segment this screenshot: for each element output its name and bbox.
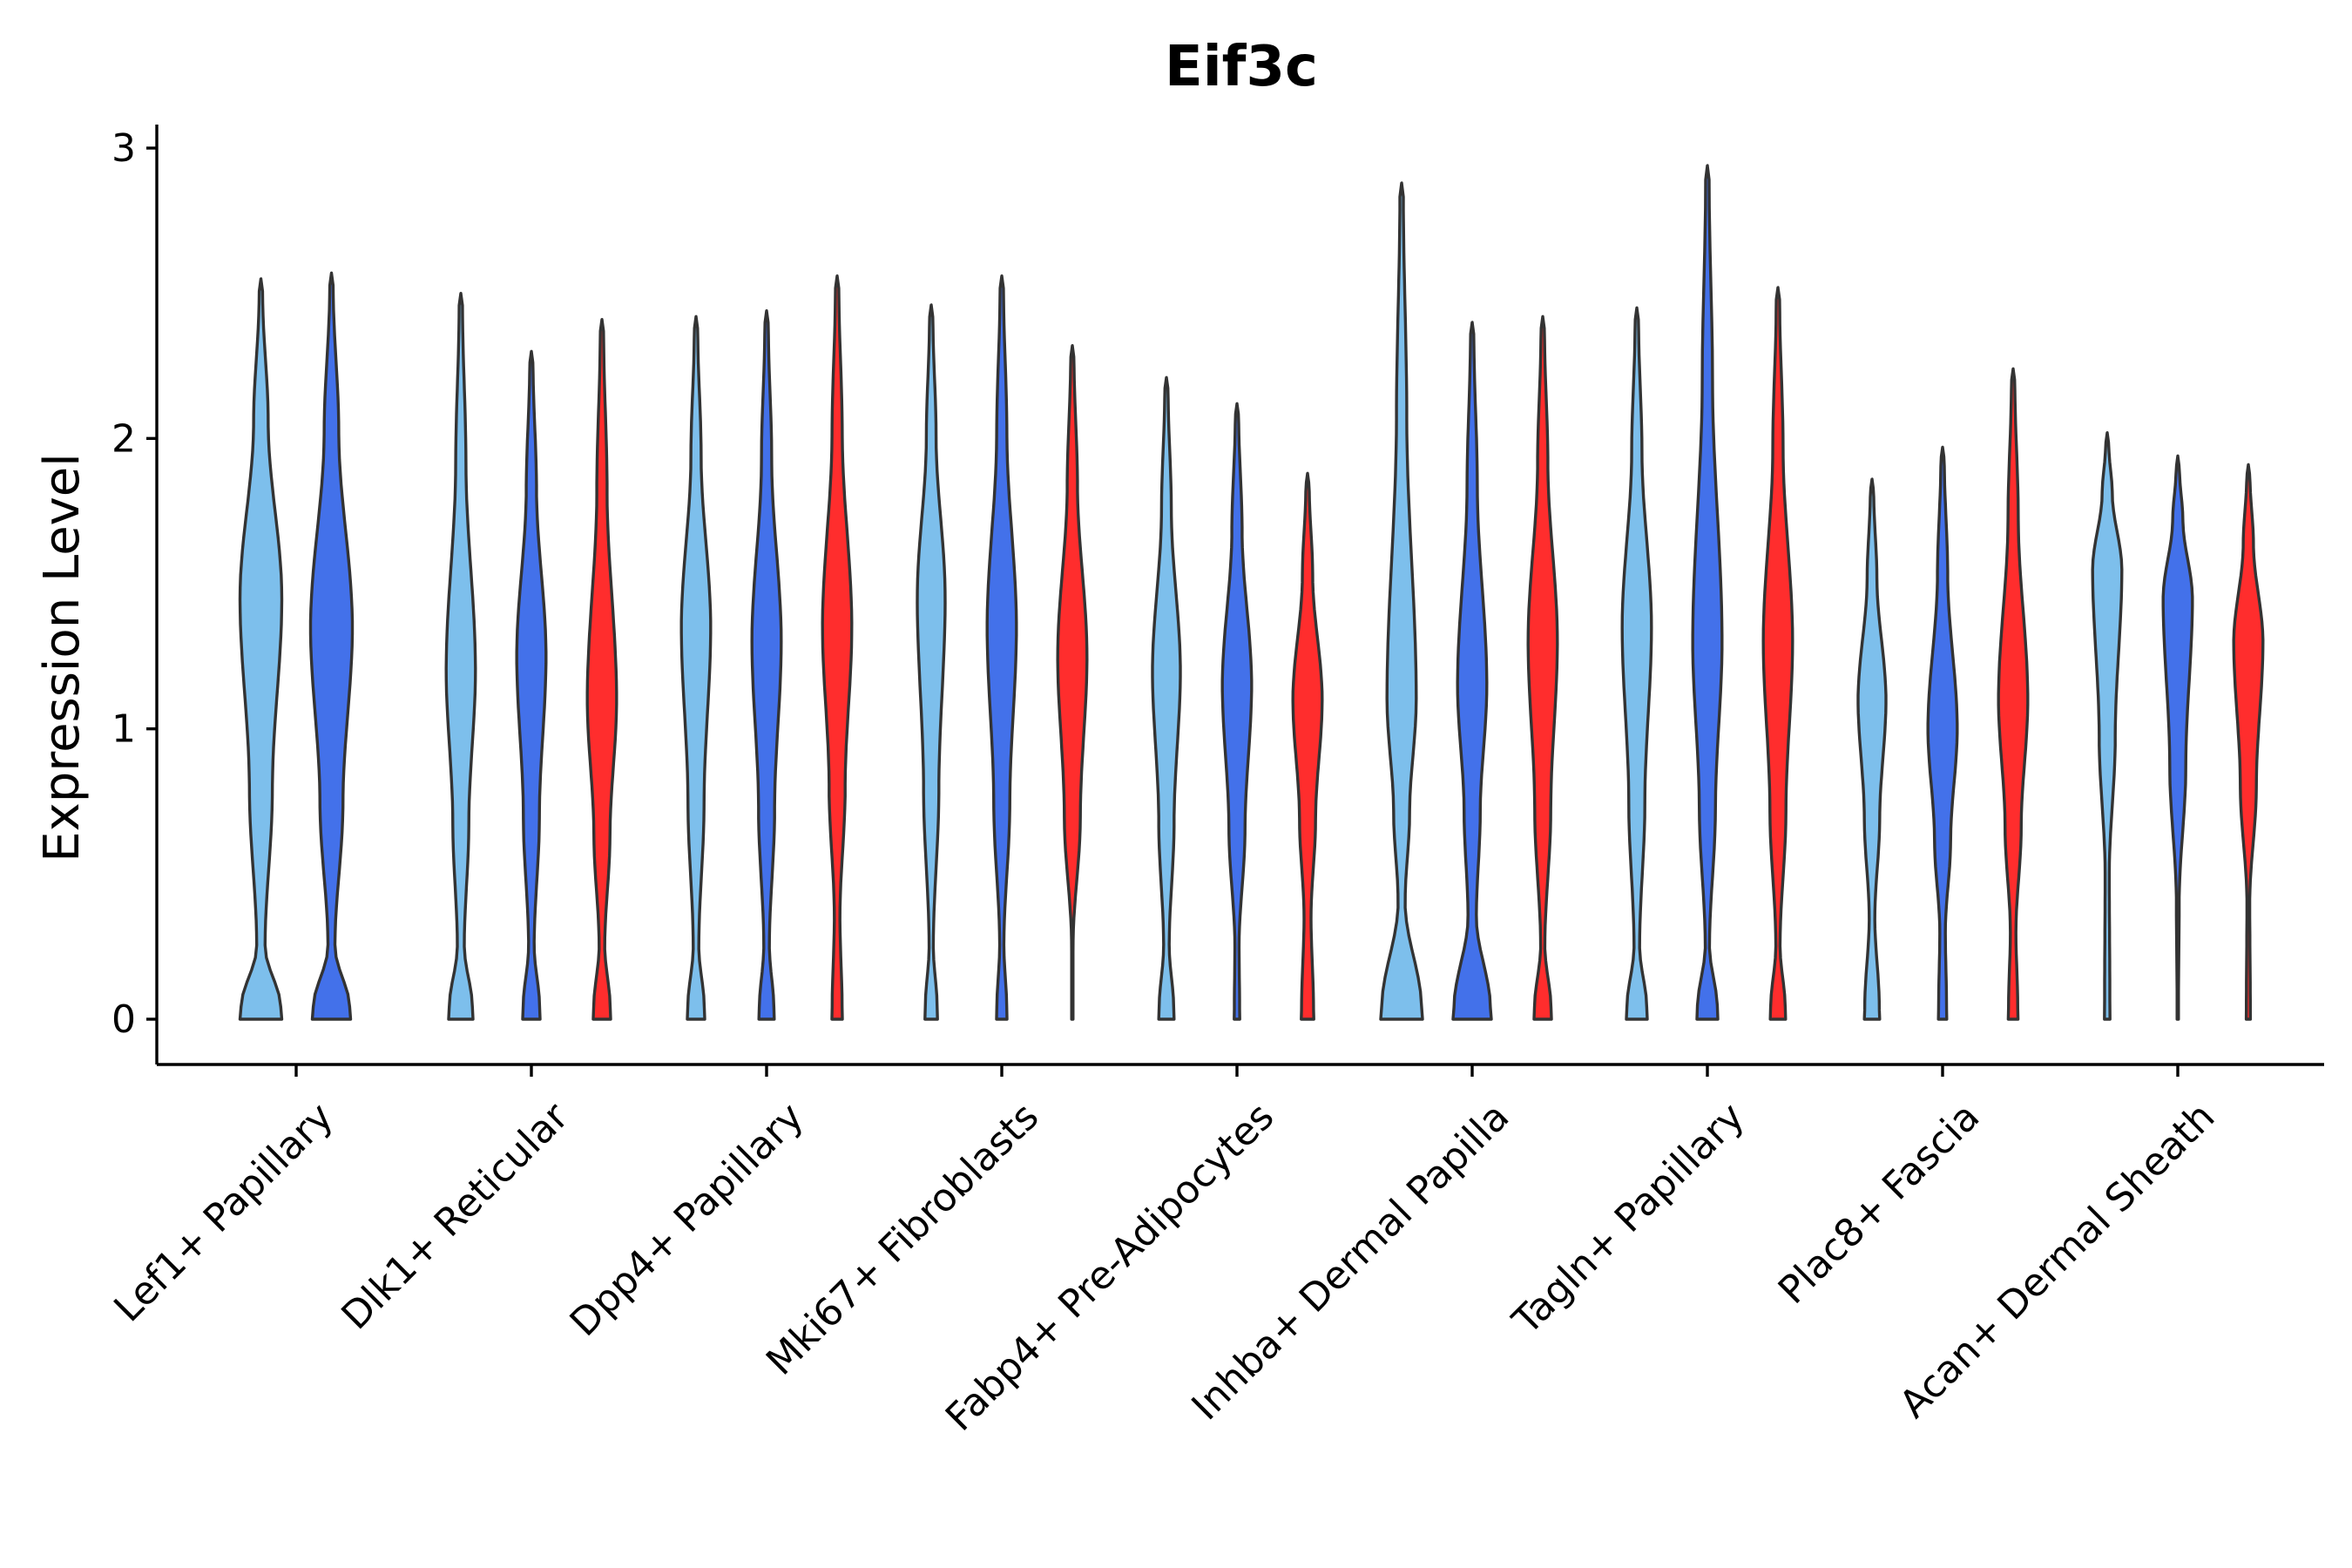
violin-group-3 — [821, 274, 854, 1021]
y-axis-title: Expression Level — [34, 453, 91, 862]
chart-title: Eif3c — [1165, 35, 1318, 99]
y-tick-label: 3 — [112, 126, 136, 171]
violin-group-1 — [1856, 477, 1888, 1021]
y-ticks: 0 1 2 3 — [112, 126, 157, 1042]
violin-group-1 — [916, 303, 947, 1021]
violin-group-2 — [1220, 402, 1254, 1021]
y-tick-label: 0 — [112, 997, 136, 1042]
violin-group-1 — [238, 277, 284, 1021]
violin-group-3 — [2232, 463, 2265, 1021]
violin-group-3 — [1761, 286, 1794, 1021]
x-tick-label: Lef1+ Papillary — [105, 1094, 341, 1330]
violins-layer — [238, 164, 2265, 1021]
violin-group-1 — [1620, 306, 1653, 1021]
violin-group-1 — [1379, 181, 1424, 1021]
violin-group-2 — [515, 349, 548, 1021]
violin-group-3 — [1526, 314, 1559, 1021]
violin-group-1 — [679, 314, 713, 1021]
x-tick-label: Dpp4+ Papillary — [562, 1094, 813, 1345]
violin-group-2 — [985, 274, 1018, 1021]
violin-group-3 — [1056, 344, 1089, 1021]
violin-group-2 — [2161, 454, 2194, 1021]
violin-group-2 — [1451, 321, 1493, 1021]
x-tick-label: Tagln+ Papillary — [1504, 1094, 1753, 1343]
violin-group-2 — [1926, 445, 1959, 1021]
x-tick-label: Dlk1+ Reticular — [333, 1094, 578, 1339]
y-tick-label: 2 — [112, 416, 136, 461]
violin-group-1 — [444, 292, 477, 1021]
violin-group-2 — [308, 271, 355, 1021]
x-tick-label: Plac8+ Fascia — [1770, 1094, 1989, 1313]
violin-group-2 — [1691, 164, 1724, 1021]
violin-group-1 — [2091, 431, 2124, 1021]
violin-group-3 — [1997, 367, 2030, 1021]
violin-group-2 — [750, 309, 783, 1021]
y-tick-label: 1 — [112, 707, 136, 752]
violin-group-3 — [585, 318, 618, 1021]
violin-group-3 — [1291, 471, 1324, 1021]
violin-group-1 — [1151, 375, 1182, 1021]
